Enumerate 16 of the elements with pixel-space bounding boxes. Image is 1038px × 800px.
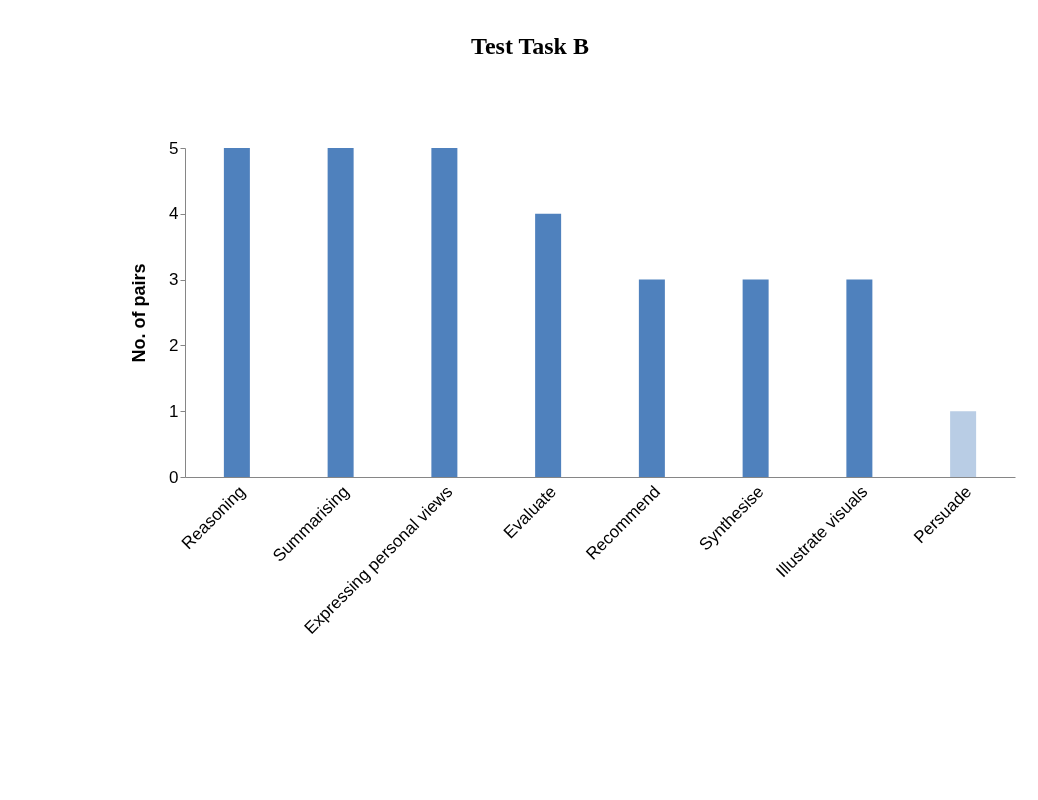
bar (535, 213, 562, 477)
bar (950, 411, 977, 477)
bar (431, 148, 458, 477)
chart-title: Test Task B (471, 33, 589, 59)
bar (742, 279, 769, 477)
bar (327, 148, 354, 477)
y-tick-label: 5 (169, 138, 179, 158)
y-tick-label: 4 (169, 204, 179, 224)
y-tick-label: 1 (169, 401, 179, 421)
bar (223, 148, 250, 477)
y-tick-label: 2 (169, 335, 179, 355)
bar (638, 279, 665, 477)
y-tick-label: 3 (169, 270, 179, 290)
y-axis-title: No. of pairs (129, 263, 150, 363)
y-tick-label: 0 (169, 467, 179, 487)
bar (846, 279, 873, 477)
